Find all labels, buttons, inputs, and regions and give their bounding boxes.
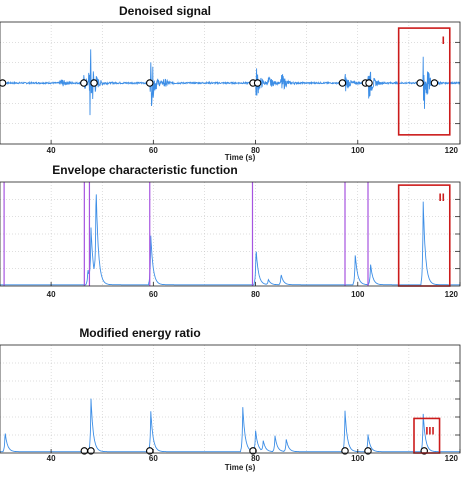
onset-marker [338, 79, 347, 87]
onset-marker [87, 447, 95, 455]
onset-marker [416, 79, 424, 87]
series-group [0, 194, 460, 286]
grid [0, 345, 460, 453]
onset-marker [253, 79, 262, 87]
x-tick-label: 100 [351, 146, 365, 155]
grid [0, 182, 460, 286]
panel-envelope-function: Envelope characteristic function II 40 60… [0, 163, 461, 299]
x-tick-label: 80 [251, 290, 260, 299]
overlay-group: II [3, 182, 451, 287]
x-tick-label: 40 [47, 146, 56, 155]
axes-frame [0, 344, 461, 454]
series-group [0, 398, 460, 453]
x-tick-label: 120 [445, 454, 459, 463]
x-tick-labels: 40 60 80 100 120 [47, 282, 461, 299]
series-line [0, 398, 460, 453]
onset-marker [80, 79, 88, 87]
series-line [0, 194, 460, 286]
onset-marker [249, 447, 257, 455]
x-tick-label: 80 [251, 454, 260, 463]
x-axis-label: Time (s) [225, 153, 256, 162]
x-tick-label: 80 [251, 146, 260, 155]
panel-denoised-signal: Denoised signal I 40 60 80 100 120 Time (s) [0, 4, 461, 162]
x-tick-label: 40 [47, 454, 56, 463]
onset-marker [365, 79, 373, 87]
onset-marker [341, 447, 349, 455]
axes-frame [0, 21, 461, 145]
x-tick-label: 40 [47, 290, 56, 299]
highlight-label: I [442, 35, 445, 47]
panel-title: Envelope characteristic function [52, 163, 237, 177]
onset-marker [430, 79, 439, 87]
panel-title: Modified energy ratio [79, 326, 200, 340]
x-tick-label: 60 [149, 290, 158, 299]
series-group [0, 49, 461, 116]
x-axis-label: Time (s) [225, 463, 256, 472]
x-tick-label: 120 [445, 146, 459, 155]
onset-marker [146, 79, 154, 87]
x-tick-label: 60 [149, 146, 158, 155]
x-tick-labels: 40 60 80 100 120 [47, 449, 461, 463]
panel-modified-energy-ratio: Modified energy ratio III 40 60 80 100 120 T… [0, 326, 461, 472]
onset-marker [364, 447, 372, 455]
highlight-box [397, 27, 451, 136]
overlay-group: I [0, 27, 451, 136]
overlay-group: III [80, 417, 441, 455]
onset-marker [90, 79, 98, 87]
highlight-label: II [439, 192, 445, 204]
highlight-label: III [425, 425, 434, 437]
axes-frame [0, 181, 461, 287]
onset-marker [0, 79, 7, 87]
panel-title: Denoised signal [119, 4, 211, 18]
series-line [0, 49, 461, 116]
x-tick-label: 120 [445, 290, 459, 299]
x-tick-labels: 40 60 80 100 120 [47, 140, 461, 155]
x-tick-label: 100 [351, 290, 365, 299]
x-tick-label: 60 [149, 454, 158, 463]
x-tick-label: 100 [351, 454, 365, 463]
